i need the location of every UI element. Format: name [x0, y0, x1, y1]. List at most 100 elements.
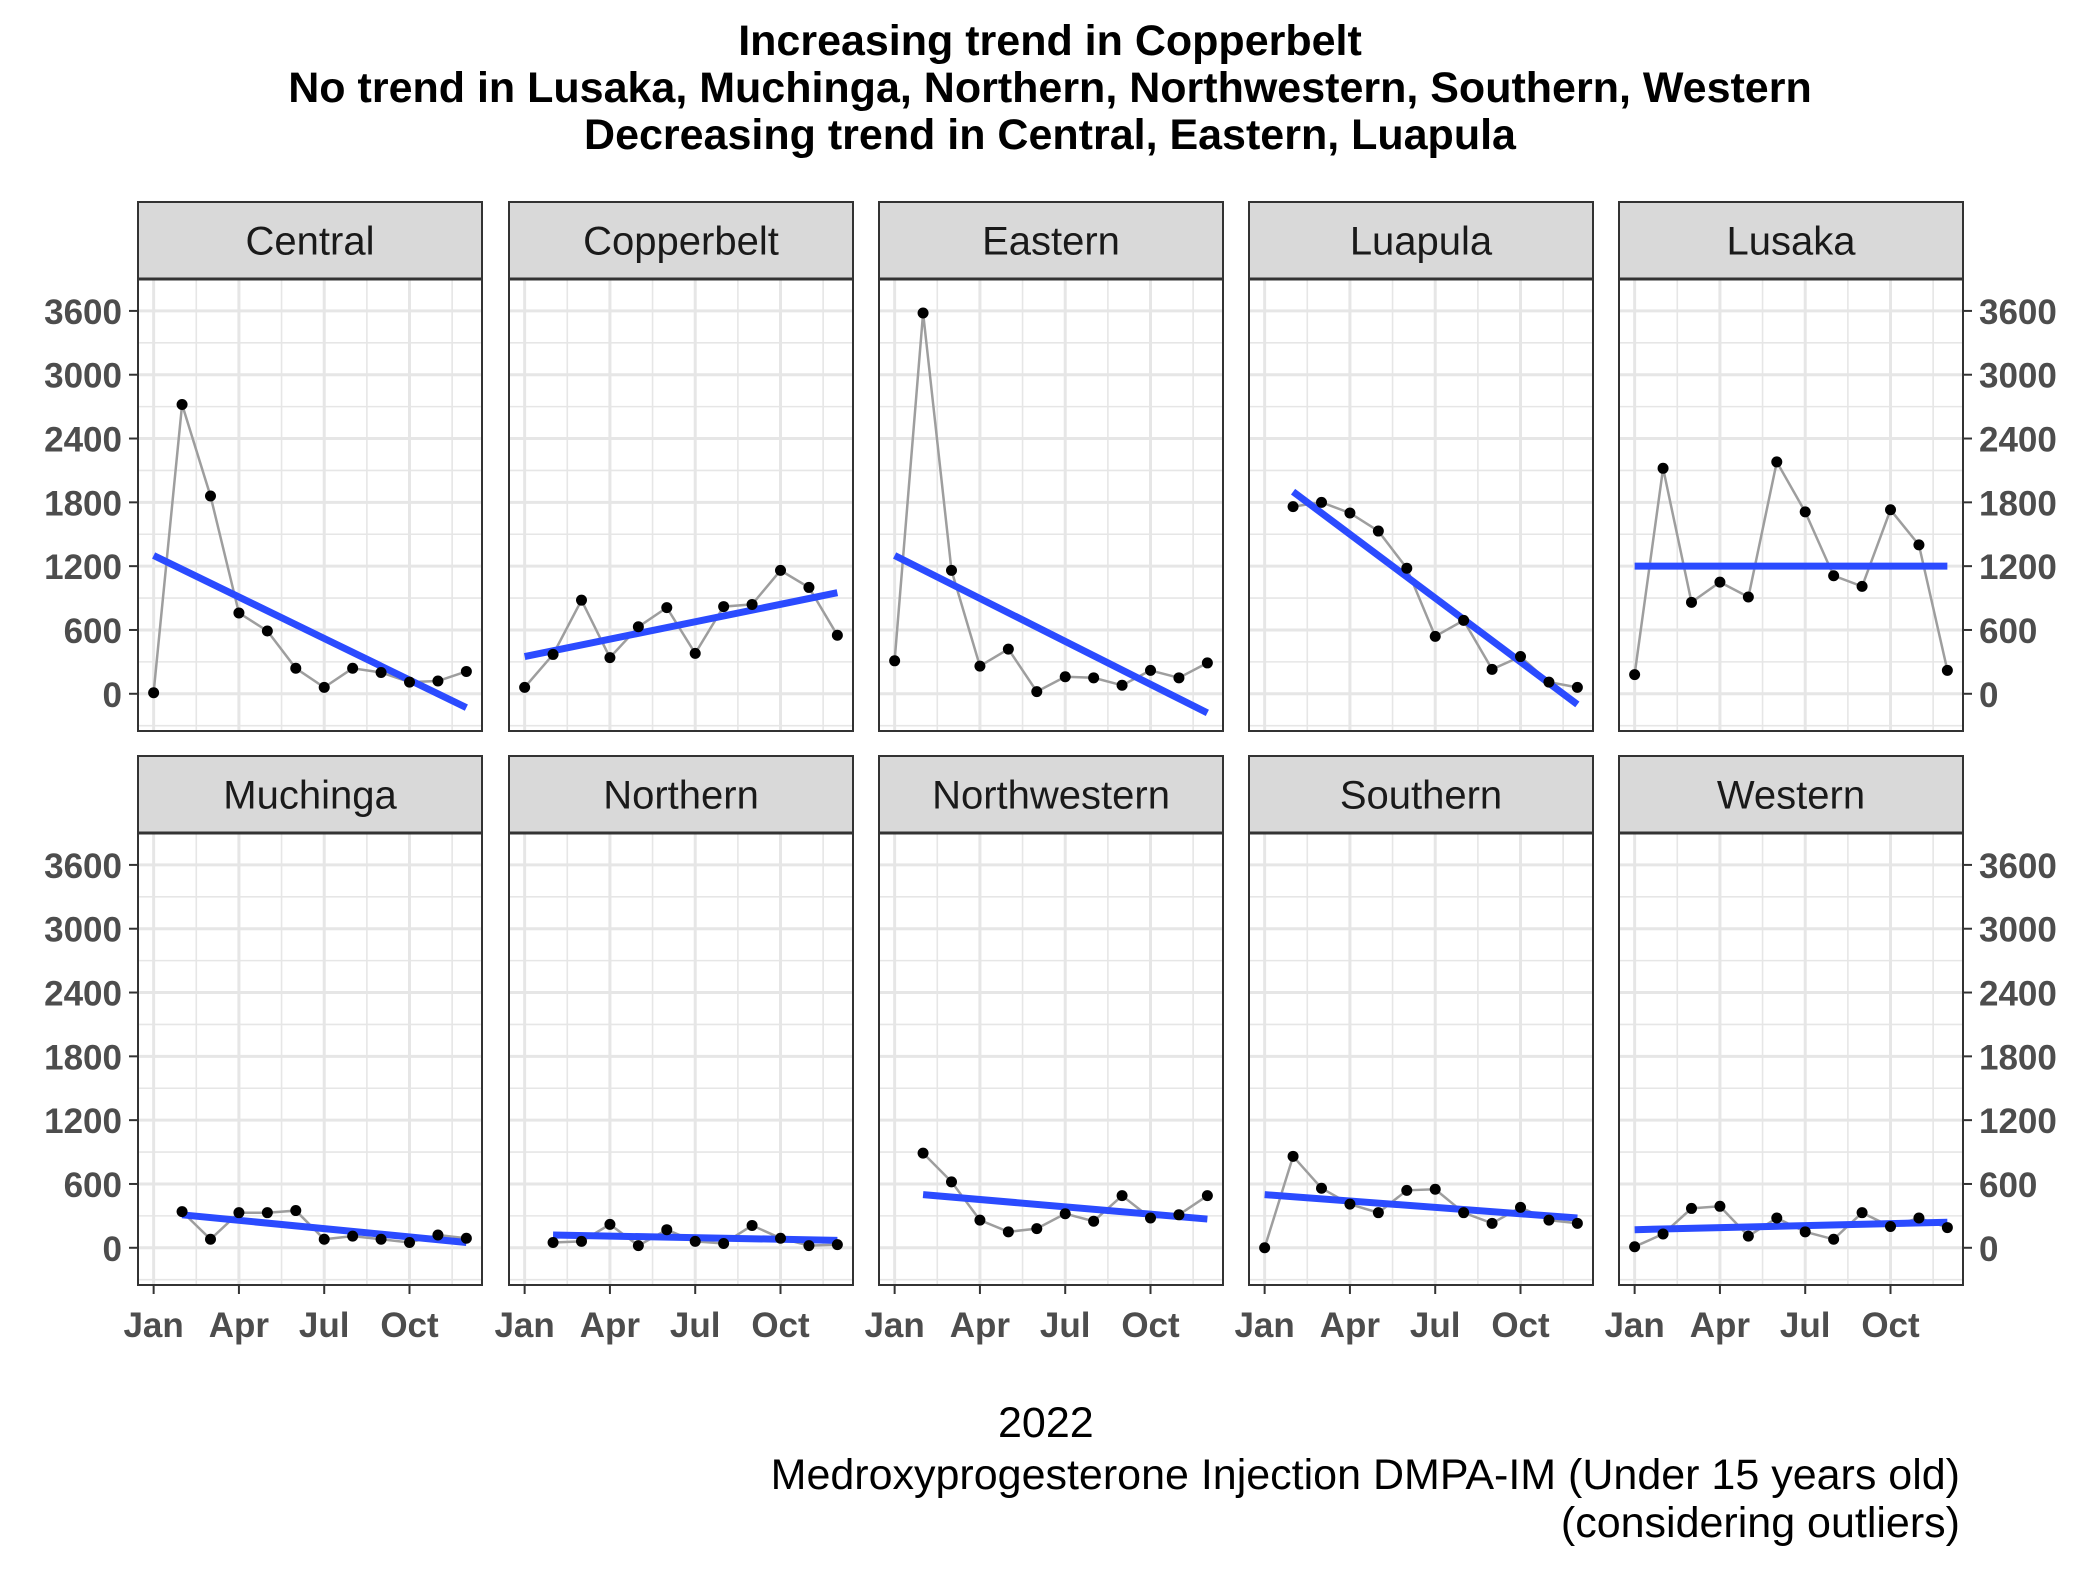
- data-point: [1401, 562, 1413, 574]
- data-point: [575, 594, 587, 606]
- data-point: [1002, 643, 1014, 655]
- y-tick-label: 1800: [1979, 1038, 2057, 1077]
- trend-line-western: [1634, 1218, 1948, 1234]
- data-point: [775, 564, 787, 576]
- data-point: [290, 1205, 302, 1217]
- y-tick-label: 3000: [1979, 357, 2057, 396]
- panel-background: [138, 833, 482, 1285]
- x-tick-label: Oct: [751, 1306, 810, 1345]
- data-point: [347, 662, 359, 674]
- y-tick-label: 1800: [1979, 484, 2057, 523]
- x-tick-label: Jan: [123, 1306, 183, 1345]
- x-tick-label: Jan: [1234, 1306, 1294, 1345]
- panel-strip: [1618, 755, 1964, 834]
- trend-line-copperbelt: [523, 589, 839, 660]
- y-tick-label: 1200: [44, 1102, 122, 1141]
- data-point: [1685, 1202, 1697, 1214]
- data-point: [1173, 1209, 1185, 1221]
- data-point: [1543, 676, 1555, 688]
- data-point: [1913, 1212, 1925, 1224]
- x-tick-label: Jul: [1410, 1306, 1461, 1345]
- series-line-copperbelt: [523, 568, 839, 689]
- data-point: [404, 676, 416, 688]
- data-point: [432, 675, 444, 687]
- data-point: [1714, 1200, 1726, 1212]
- data-point: [1657, 462, 1669, 474]
- x-tick-label: Jul: [1780, 1306, 1831, 1345]
- panel-background: [138, 279, 482, 731]
- panel-background: [509, 833, 853, 1285]
- data-point: [1287, 501, 1299, 513]
- data-point: [1486, 1217, 1498, 1229]
- data-point: [1913, 539, 1925, 551]
- data-point: [1799, 1226, 1811, 1238]
- data-point: [1173, 672, 1185, 684]
- x-tick-label: Oct: [1121, 1306, 1180, 1345]
- data-point: [917, 307, 929, 319]
- data-point: [1116, 679, 1128, 691]
- trend-line-muchinga: [181, 1211, 467, 1246]
- data-point: [148, 687, 160, 699]
- data-point: [1515, 1201, 1527, 1213]
- data-point: [1059, 671, 1071, 683]
- data-point: [689, 647, 701, 659]
- data-point: [1799, 506, 1811, 518]
- data-point: [1315, 1182, 1327, 1194]
- data-point: [604, 1218, 616, 1230]
- panel-label-southern: Southern: [1340, 774, 1502, 818]
- data-point: [1458, 614, 1470, 626]
- data-point: [1429, 1183, 1441, 1195]
- caption-line-2: (considering outliers): [1560, 1499, 1960, 1547]
- data-point: [718, 1238, 730, 1250]
- data-point: [1344, 507, 1356, 519]
- y-tick-label: 3000: [44, 911, 122, 950]
- data-point: [290, 662, 302, 674]
- data-point: [1543, 1214, 1555, 1226]
- y-tick-label: 1200: [44, 548, 122, 587]
- data-point: [1856, 580, 1868, 592]
- data-point: [1629, 1241, 1641, 1253]
- data-point: [1002, 1226, 1014, 1238]
- data-point: [718, 601, 730, 613]
- data-point: [1088, 1215, 1100, 1227]
- data-point: [661, 1224, 673, 1236]
- data-point: [746, 598, 758, 610]
- panel-background: [879, 279, 1223, 731]
- panel-strip: [878, 201, 1224, 280]
- data-point: [632, 621, 644, 633]
- data-point: [404, 1236, 416, 1248]
- trend-line-southern: [1264, 1191, 1578, 1222]
- panel-strip: [878, 755, 1224, 834]
- data-point: [1315, 496, 1327, 508]
- panel-label-muchinga: Muchinga: [223, 774, 397, 818]
- x-tick-label: Jan: [864, 1306, 924, 1345]
- data-point: [176, 398, 188, 410]
- data-point: [1742, 1230, 1754, 1242]
- x-tick-label: Jul: [670, 1306, 721, 1345]
- data-point: [803, 1240, 815, 1252]
- y-tick-label: 0: [103, 1230, 122, 1269]
- series-line-lusaka: [1633, 458, 1949, 675]
- data-point: [176, 1206, 188, 1218]
- data-point: [1372, 525, 1384, 537]
- data-point: [1856, 1207, 1868, 1219]
- data-point: [1657, 1228, 1669, 1240]
- data-point: [1429, 630, 1441, 642]
- data-point: [460, 665, 472, 677]
- data-point: [1344, 1198, 1356, 1210]
- data-point: [1941, 664, 1953, 676]
- panel-label-eastern: Eastern: [982, 220, 1120, 264]
- data-point: [318, 1233, 330, 1245]
- data-point: [1088, 672, 1100, 684]
- y-tick-label: 0: [1979, 676, 1998, 715]
- data-point: [1145, 1212, 1157, 1224]
- data-point: [204, 490, 216, 502]
- y-tick-label: 1200: [1979, 548, 2057, 587]
- data-point: [1571, 1217, 1583, 1229]
- data-point: [1031, 686, 1043, 698]
- x-tick-label: Oct: [380, 1306, 439, 1345]
- x-tick-label: Jul: [1040, 1306, 1091, 1345]
- x-tick-label: Apr: [1690, 1306, 1751, 1345]
- x-axis-label: 2022: [998, 1399, 1094, 1447]
